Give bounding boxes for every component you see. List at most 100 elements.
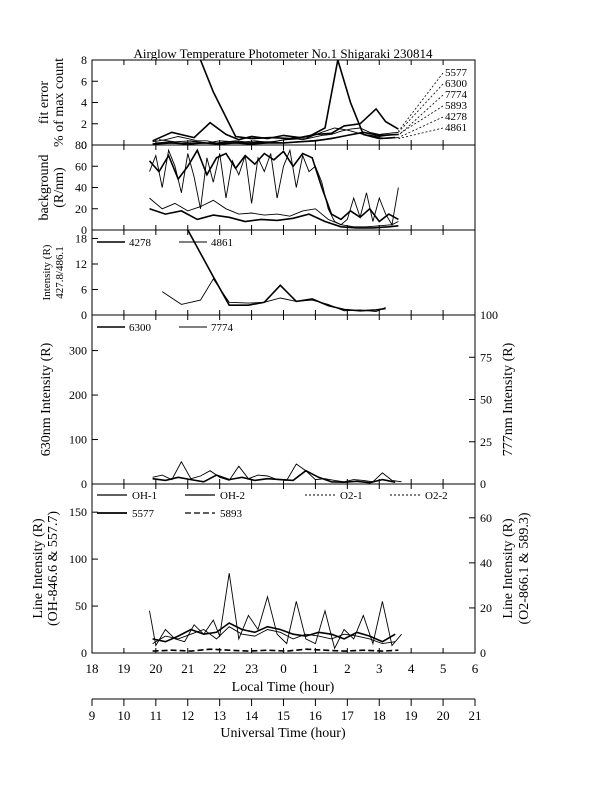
callout-line [398, 127, 444, 140]
panel-frame [91, 314, 476, 485]
x-tick-label-local: 2 [344, 661, 351, 676]
x-tick-label-local: 5 [440, 661, 447, 676]
x-tick-label-ut: 21 [469, 708, 482, 723]
callout-line [398, 94, 444, 136]
x-tick-label-ut: 10 [117, 708, 130, 723]
y-tick-label: 300 [69, 344, 87, 358]
series-group [152, 460, 402, 484]
x-tick-label-ut: 17 [341, 708, 355, 723]
panel-frame [91, 59, 476, 146]
y-tick-label: 0 [81, 477, 87, 491]
y-axis-label: (R/nm) [52, 167, 67, 208]
series-line-5893 [152, 648, 399, 652]
x-tick-label-local: 20 [149, 661, 162, 676]
y-tick-label: 40 [75, 181, 87, 195]
y-tick-label: 12 [75, 257, 87, 271]
x-tick-label-local: 4 [408, 661, 415, 676]
y-right-tick-label: 50 [480, 393, 492, 407]
series-line-7774 [152, 469, 396, 484]
x-tick-label-local: 19 [117, 661, 130, 676]
y-tick-label: 20 [75, 202, 87, 216]
y-axis-label: background [37, 154, 52, 220]
y-right-axis-label: Line Intensity (R) [501, 518, 516, 619]
panel-intensity_4278_4861: 0 6 12 18 Intensity (R) 427.8/486.1 4278 4861 [41, 229, 476, 322]
panel-background: 0 20 40 60 80 background (R/nm) [37, 138, 476, 237]
x-tick-label-local: 0 [280, 661, 287, 676]
series-line-s5 [152, 131, 399, 145]
y-tick-label: 4 [81, 96, 87, 110]
series-line-5577 [149, 573, 402, 650]
y-tick-label: 100 [69, 552, 87, 566]
callout-label: 5577 [445, 67, 468, 79]
series-line-4861 [187, 230, 386, 312]
x-tick-label-ut: 9 [89, 708, 96, 723]
series-line-s3 [199, 60, 396, 140]
legend-label: O2-1 [340, 490, 363, 502]
callout-label: 6300 [445, 78, 468, 90]
series-line-s1 [148, 148, 399, 223]
y-right-axis-label: 777nm Intensity (R) [501, 342, 516, 456]
x-tick-label-ut: 14 [245, 708, 259, 723]
series-line-s0 [149, 148, 399, 226]
y-right-tick-label: 75 [480, 350, 492, 364]
series-line-s2 [149, 197, 399, 228]
x-tick-label-ut: 11 [150, 708, 163, 723]
callout-label: 7774 [445, 89, 468, 101]
callout-line [398, 83, 444, 133]
panel-intensity_6300_7774: 0 100 200 300 0 25 50 75 100 630nm Intensity (R) 7… [39, 308, 516, 491]
series-line-OH-1 [152, 626, 396, 645]
y-right-tick-label: 0 [480, 477, 486, 491]
y-right-tick-label: 0 [480, 646, 486, 660]
x-tick-label-local: 18 [86, 661, 99, 676]
x-tick-label-local: 23 [245, 661, 258, 676]
series-group [149, 573, 402, 652]
y-axis-label: 427.8/486.1 [54, 246, 66, 299]
y-axis-label: Line Intensity (R) [31, 518, 46, 619]
series-group [152, 60, 399, 145]
y-right-tick-label: 100 [480, 308, 498, 322]
y-tick-label: 0 [81, 646, 87, 660]
series-group [161, 230, 386, 313]
y-axis-label: (OH-846.6 & 557.7) [46, 511, 61, 626]
legend-label: O2-2 [425, 490, 448, 502]
y-axis-label: fit error [37, 81, 52, 124]
y-tick-label: 0 [81, 223, 87, 237]
y-axis-label: 630nm Intensity (R) [39, 342, 54, 456]
series-line-s1 [152, 107, 399, 142]
x-tick-label-ut: 15 [277, 708, 290, 723]
x-tick-label-local: 1 [312, 661, 319, 676]
callout-label: 5893 [445, 100, 468, 112]
x-tick-label-ut: 16 [309, 708, 323, 723]
y-tick-label: 200 [69, 388, 87, 402]
y-right-tick-label: 60 [480, 511, 492, 525]
series-line-4278 [161, 278, 386, 313]
callout-line [398, 105, 444, 135]
legend-label: 5893 [220, 508, 243, 520]
legend-label: 7774 [211, 322, 234, 334]
legend-label: OH-1 [132, 490, 157, 502]
y-tick-label: 0 [81, 138, 87, 152]
chart-title: Airglow Temperature Photometer No.1 Shig… [134, 46, 434, 61]
y-tick-label: 2 [81, 117, 87, 131]
y-tick-label: 150 [69, 505, 87, 519]
callout-label: 4861 [445, 122, 467, 134]
y-right-axis-label: (O2-866.1 & 589.3) [517, 512, 532, 624]
series-line-s3 [149, 208, 399, 229]
x-axis-label-ut: Universal Time (hour) [220, 726, 346, 741]
y-tick-label: 60 [75, 159, 87, 173]
x-tick-label-ut: 18 [373, 708, 386, 723]
x-tick-label-ut: 19 [405, 708, 418, 723]
legend-label: 4278 [129, 237, 152, 249]
y-tick-label: 18 [75, 232, 87, 246]
y-right-tick-label: 40 [480, 556, 492, 570]
y-tick-label: 50 [75, 599, 87, 613]
y-tick-label: 0 [81, 308, 87, 322]
x-tick-label-local: 22 [213, 661, 226, 676]
panel-fit_error: 0 2 4 6 8 fit error% of max count 557763007774… [37, 53, 476, 152]
x-tick-label-local: 6 [472, 661, 479, 676]
x-tick-label-local: 21 [181, 661, 194, 676]
